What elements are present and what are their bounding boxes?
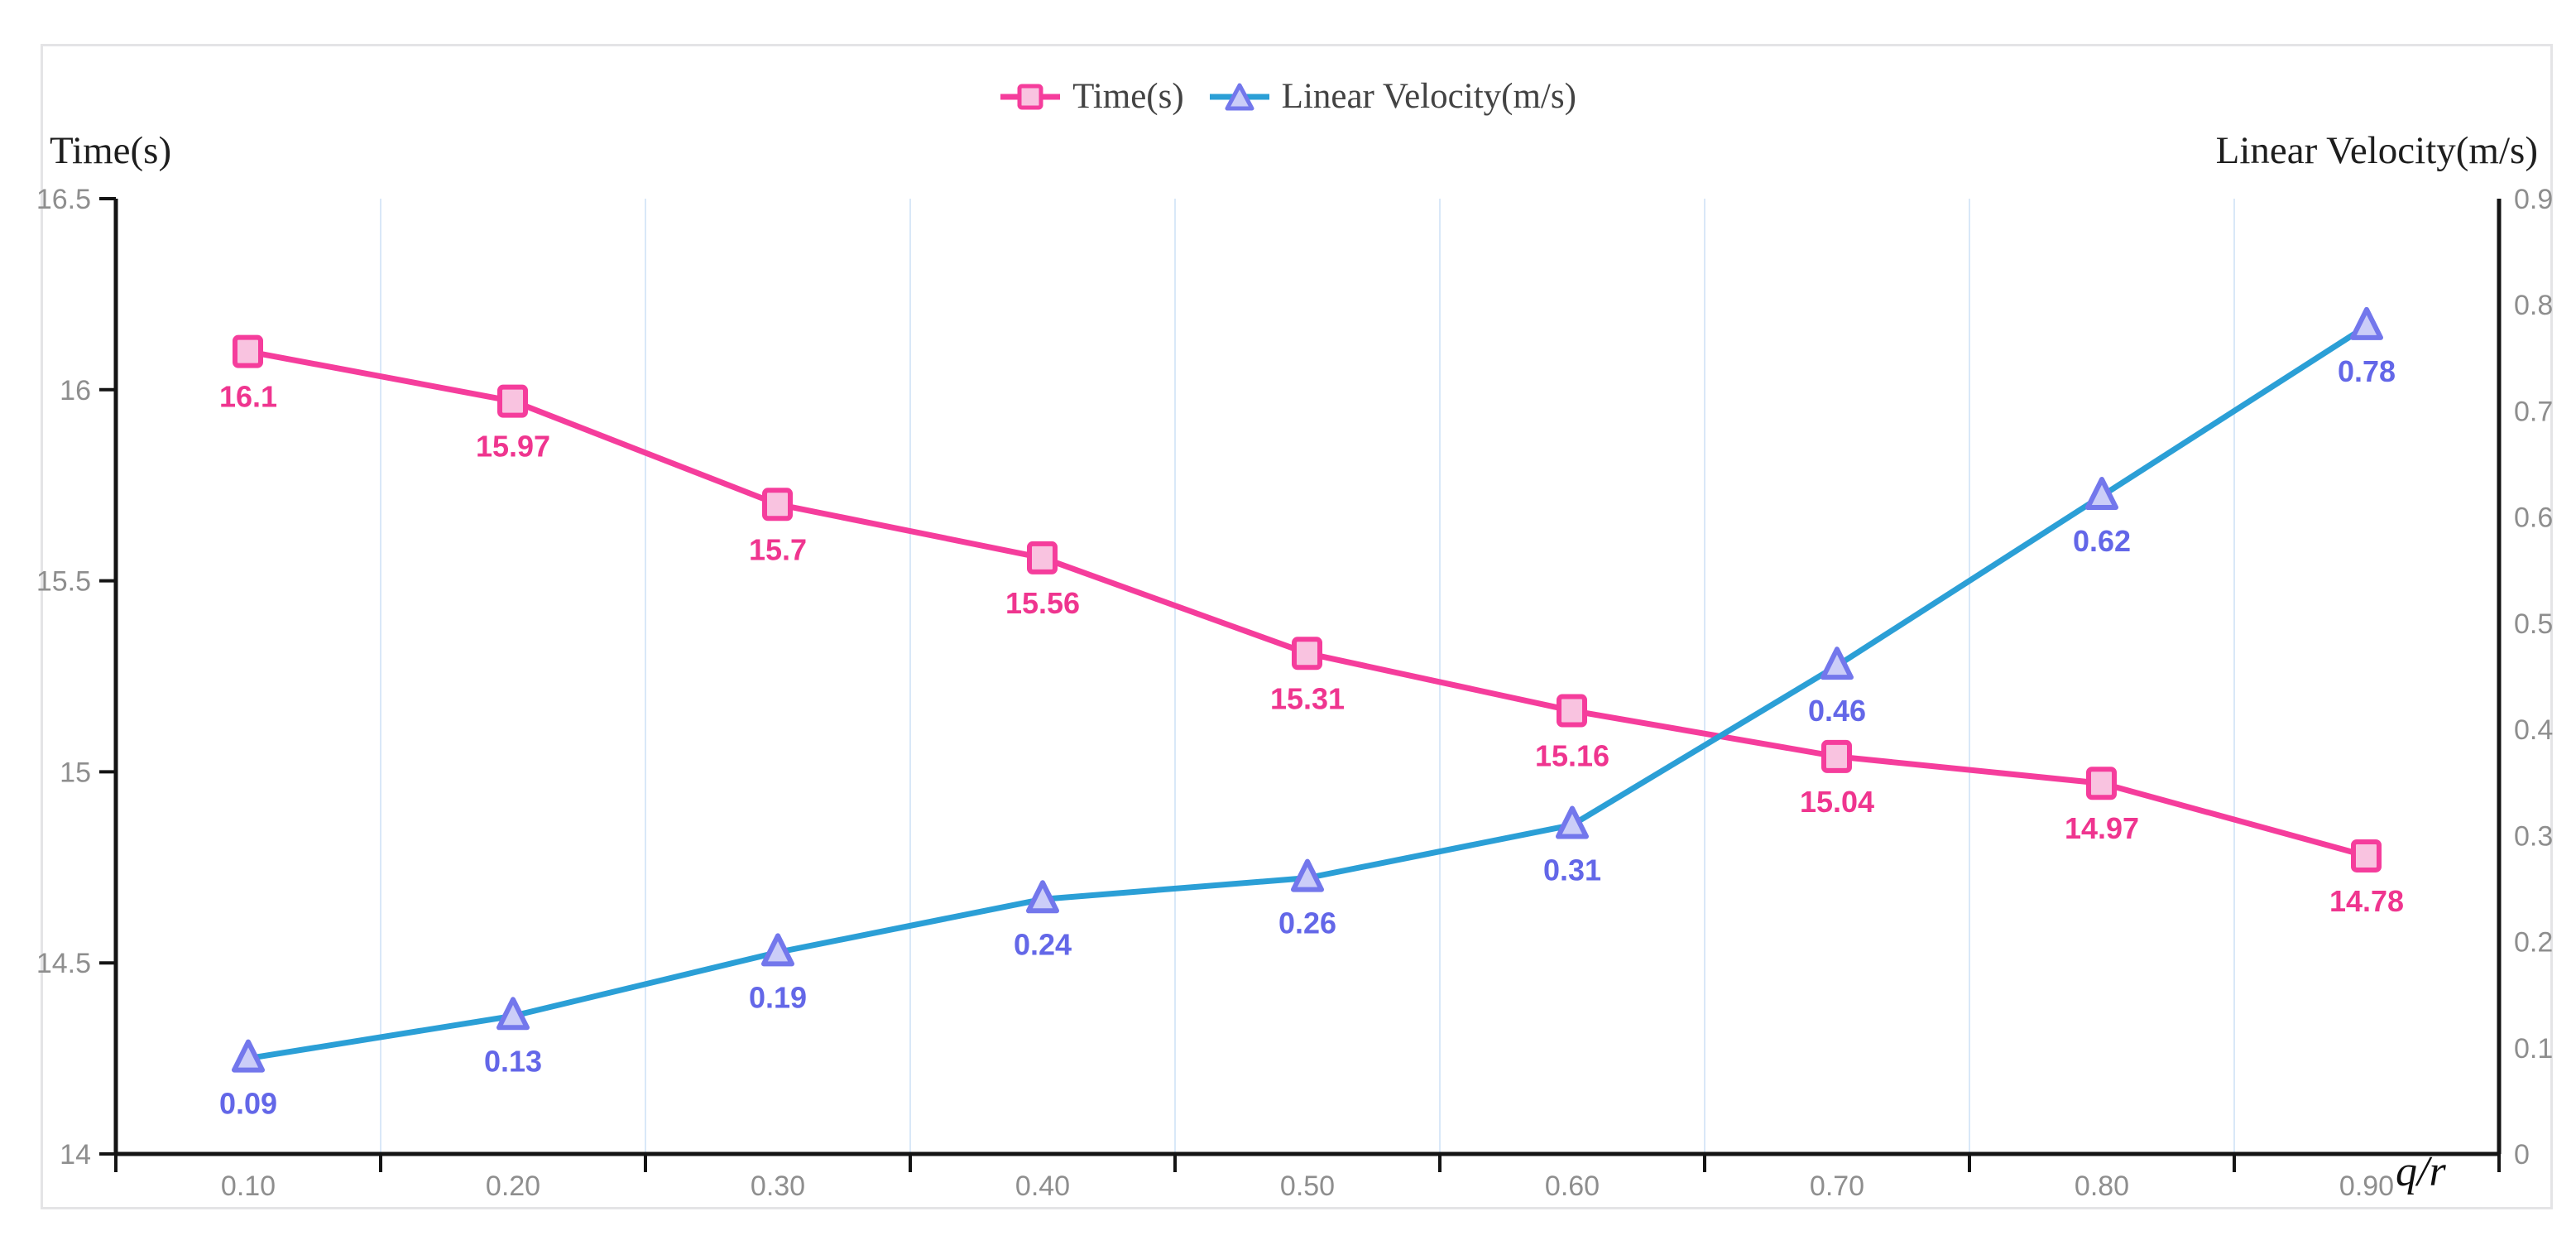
time-data-label: 14.97 xyxy=(2065,811,2139,845)
y-axis-right-tick-label: 0.4 xyxy=(2514,714,2553,746)
velocity-data-point[interactable] xyxy=(496,997,530,1031)
time-data-label: 15.97 xyxy=(476,430,550,464)
time-series-line xyxy=(245,349,2370,859)
time-data-point[interactable] xyxy=(762,488,793,522)
y-axis-left-tick-label: 16 xyxy=(60,375,91,406)
time-data-point[interactable] xyxy=(233,334,263,368)
time-data-label: 15.04 xyxy=(1800,785,1874,819)
velocity-data-point[interactable] xyxy=(2350,306,2383,340)
legend-item-time-label: Time(s) xyxy=(1072,77,1184,116)
y-axis-right-tick-label: 0.7 xyxy=(2514,396,2553,427)
time-data-point[interactable] xyxy=(2351,839,2382,872)
velocity-data-label: 0.24 xyxy=(1014,927,1072,961)
y-axis-right-tick-label: 0.3 xyxy=(2514,820,2553,852)
y-axis-right-tick-label: 0.6 xyxy=(2514,502,2553,534)
time-data-label: 16.1 xyxy=(219,380,277,414)
time-data-point[interactable] xyxy=(2086,767,2117,800)
velocity-data-point[interactable] xyxy=(232,1039,265,1073)
x-axis-tick-label: 0.20 xyxy=(486,1170,540,1202)
x-axis-tick-label: 0.40 xyxy=(1015,1170,1070,1202)
legend-item-velocity-label: Linear Velocity(m/s) xyxy=(1281,77,1576,116)
velocity-data-point[interactable] xyxy=(1820,647,1854,680)
y-axis-right-tick-label: 0.8 xyxy=(2514,290,2553,321)
time-data-point[interactable] xyxy=(497,384,528,418)
velocity-data-label: 0.31 xyxy=(1543,853,1601,887)
time-data-point[interactable] xyxy=(1821,739,1852,773)
velocity-series-legend-icon xyxy=(1209,83,1269,110)
velocity-data-point[interactable] xyxy=(1291,858,1324,892)
time-data-label: 14.78 xyxy=(2329,884,2404,918)
time-data-point[interactable] xyxy=(1292,637,1322,671)
velocity-data-label: 0.46 xyxy=(1808,694,1866,728)
time-data-label: 15.56 xyxy=(1005,586,1080,620)
y-axis-right-tick-label: 0 xyxy=(2514,1139,2530,1170)
y-axis-right-tick-label: 0.1 xyxy=(2514,1033,2553,1065)
x-axis-tick-label: 0.10 xyxy=(221,1170,276,1202)
y-axis-left-tick-label: 15.5 xyxy=(36,566,91,598)
velocity-data-label: 0.26 xyxy=(1278,906,1336,940)
time-data-point[interactable] xyxy=(1557,694,1587,728)
y-axis-right-tick-label: 0.2 xyxy=(2514,927,2553,959)
x-axis-tick-label: 0.70 xyxy=(1810,1170,1864,1202)
y-axis-left-tick-label: 14.5 xyxy=(36,948,91,979)
x-axis-tick-label: 0.30 xyxy=(751,1170,805,1202)
y-axis-left-tick-label: 14 xyxy=(60,1139,91,1170)
right-axis-title: Linear Velocity(m/s) xyxy=(2215,129,2538,172)
time-data-label: 15.31 xyxy=(1270,681,1345,715)
x-axis-tick-label: 0.60 xyxy=(1545,1170,1600,1202)
y-axis-right-tick-label: 0.5 xyxy=(2514,608,2553,640)
time-series-legend-icon xyxy=(1000,84,1061,109)
y-axis-left-tick-label: 15 xyxy=(60,757,91,788)
left-axis-title: Time(s) xyxy=(50,129,172,172)
velocity-data-point[interactable] xyxy=(1026,880,1059,914)
chart-panel xyxy=(41,44,2553,1209)
time-data-label: 15.16 xyxy=(1535,739,1609,773)
velocity-data-label: 0.09 xyxy=(219,1087,277,1121)
x-axis-tick-label: 0.90 xyxy=(2339,1170,2394,1202)
time-data-label: 15.7 xyxy=(749,532,807,566)
x-axis-tick-label: 0.80 xyxy=(2075,1170,2129,1202)
velocity-data-label: 0.78 xyxy=(2338,354,2396,388)
x-axis-name: q/r xyxy=(2396,1148,2446,1195)
velocity-data-label: 0.62 xyxy=(2073,524,2131,558)
velocity-data-label: 0.19 xyxy=(749,980,807,1014)
velocity-data-point[interactable] xyxy=(761,933,794,967)
velocity-data-point[interactable] xyxy=(1556,805,1589,839)
legend-item-time[interactable]: Time(s) xyxy=(1000,76,1184,117)
y-axis-right-tick-label: 0.9 xyxy=(2514,184,2553,215)
legend: Time(s) Linear Velocity(m/s) xyxy=(0,76,2576,117)
legend-item-velocity[interactable]: Linear Velocity(m/s) xyxy=(1209,76,1576,117)
velocity-data-point[interactable] xyxy=(2085,477,2118,511)
x-axis-tick-label: 0.50 xyxy=(1280,1170,1335,1202)
y-axis-left-tick-label: 16.5 xyxy=(36,184,91,215)
time-data-point[interactable] xyxy=(1027,541,1058,574)
velocity-data-label: 0.13 xyxy=(484,1044,542,1078)
